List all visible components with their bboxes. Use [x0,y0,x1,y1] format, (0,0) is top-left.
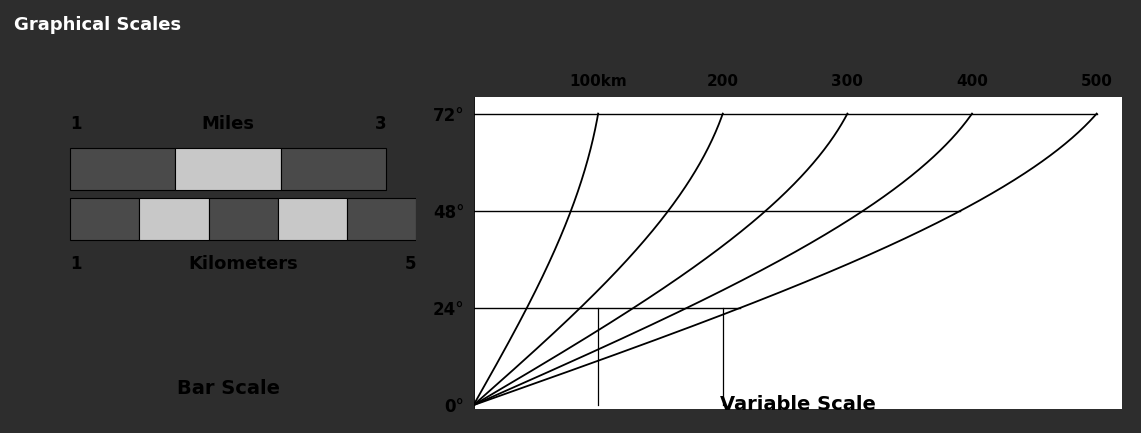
Bar [139,198,209,240]
Text: 3: 3 [374,115,387,133]
Text: 200: 200 [706,74,738,89]
Text: 1: 1 [70,255,81,273]
Text: 500: 500 [1081,74,1112,89]
Bar [70,149,176,190]
Text: Kilometers: Kilometers [188,255,298,273]
Text: Graphical Scales: Graphical Scales [14,16,180,34]
Text: 5: 5 [405,255,416,273]
Text: 400: 400 [956,74,988,89]
Bar [281,149,387,190]
Bar [209,198,278,240]
Bar [176,149,281,190]
Text: 300: 300 [832,74,864,89]
Text: Variable Scale: Variable Scale [720,395,875,414]
Text: 1: 1 [70,115,81,133]
Text: 100km: 100km [569,74,628,89]
Text: Bar Scale: Bar Scale [177,379,280,398]
Bar [278,198,347,240]
Text: Miles: Miles [202,115,254,133]
Bar [347,198,416,240]
Bar [70,198,139,240]
